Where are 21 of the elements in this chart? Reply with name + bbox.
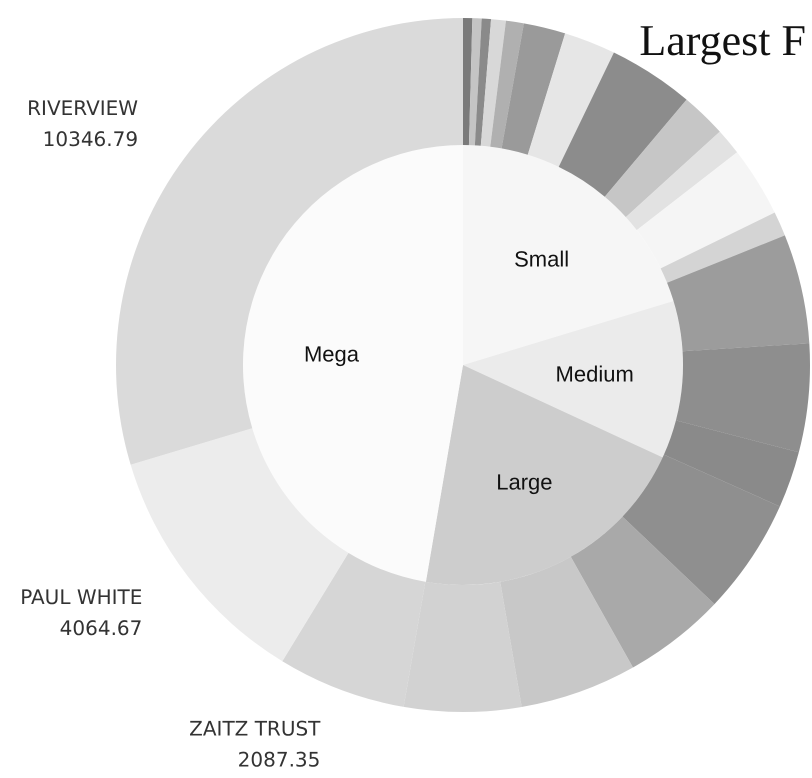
donut-slice [660,212,785,283]
donut-slice [604,100,720,218]
donut-slice [570,516,715,668]
donut-slice [490,20,524,148]
donut-slice [528,33,614,167]
slice-label: ZAITZ TRUST [189,716,322,741]
donut-slice [468,18,482,146]
slice-label: Medium [556,362,634,387]
data-label: 10346.79 [42,126,138,151]
slice-label: Small [514,246,570,272]
data-label: 2087.35 [238,748,320,772]
slice-label: RIVERVIEW [27,96,138,120]
donut-slice [480,19,506,147]
data-label: 4064.67 [60,616,142,640]
slice-label: Large [496,469,553,494]
donut-slice [667,235,810,352]
chart-title: Largest F [639,16,806,65]
slice-label: Mega [304,341,360,366]
slice-label: PAUL WHITE [20,584,142,609]
donut-slice [502,23,566,155]
donut-slice [626,132,738,230]
